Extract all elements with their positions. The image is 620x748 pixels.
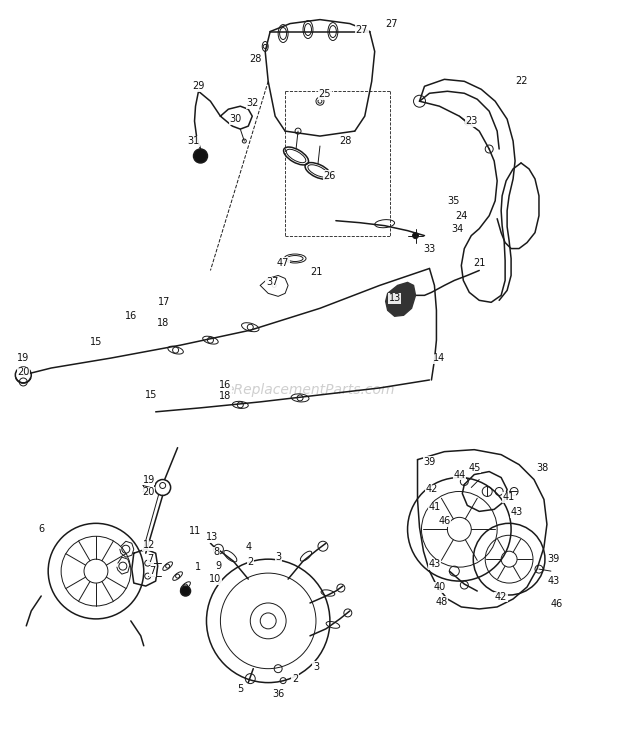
Text: 39: 39 [423, 456, 436, 467]
Text: 37: 37 [266, 278, 278, 287]
Text: 13: 13 [206, 533, 219, 542]
Text: 9: 9 [215, 561, 221, 571]
Text: 16: 16 [219, 380, 231, 390]
Text: 8: 8 [213, 548, 219, 557]
Text: 27: 27 [386, 19, 398, 28]
Text: 1: 1 [195, 562, 202, 572]
Text: 23: 23 [465, 116, 477, 126]
Text: 13: 13 [389, 293, 401, 304]
Text: 16: 16 [125, 311, 137, 321]
Polygon shape [386, 283, 415, 316]
Text: 7: 7 [149, 566, 156, 576]
Text: 22: 22 [515, 76, 527, 86]
Text: 19: 19 [143, 474, 155, 485]
Text: 28: 28 [340, 136, 352, 146]
Text: 35: 35 [447, 196, 459, 206]
Text: 18: 18 [219, 391, 231, 401]
Text: 43: 43 [428, 560, 441, 569]
Text: 36: 36 [272, 689, 284, 699]
Text: 46: 46 [551, 599, 563, 609]
Text: 39: 39 [548, 554, 560, 564]
Text: 26: 26 [324, 171, 336, 181]
Text: 41: 41 [503, 492, 515, 503]
Text: 20: 20 [17, 367, 30, 377]
Circle shape [412, 233, 418, 239]
Text: 44: 44 [453, 470, 466, 479]
Text: 42: 42 [495, 592, 507, 602]
Text: 20: 20 [143, 488, 155, 497]
Text: 21: 21 [473, 257, 485, 268]
Text: 10: 10 [210, 574, 221, 584]
Text: 33: 33 [423, 244, 436, 254]
Text: eReplacementParts.com: eReplacementParts.com [225, 383, 395, 397]
Text: 2: 2 [247, 557, 254, 567]
Text: 42: 42 [425, 485, 438, 494]
Text: 48: 48 [435, 597, 448, 607]
Circle shape [180, 586, 190, 596]
Text: 7: 7 [148, 554, 154, 564]
Text: 19: 19 [17, 353, 29, 363]
Text: 25: 25 [319, 89, 331, 99]
Circle shape [193, 149, 208, 163]
Text: 17: 17 [157, 297, 170, 307]
Text: 14: 14 [433, 353, 446, 363]
Text: 31: 31 [187, 136, 200, 146]
Text: 27: 27 [355, 25, 368, 34]
Text: 24: 24 [455, 211, 467, 221]
Text: 40: 40 [433, 582, 446, 592]
Text: 38: 38 [536, 462, 548, 473]
Text: 45: 45 [468, 462, 481, 473]
Text: 46: 46 [438, 516, 451, 527]
Text: 11: 11 [189, 527, 202, 536]
Text: 2: 2 [292, 674, 298, 684]
Text: 12: 12 [143, 540, 155, 551]
Text: 5: 5 [237, 684, 244, 693]
Text: 28: 28 [249, 55, 262, 64]
Text: 30: 30 [229, 114, 241, 124]
Text: 43: 43 [548, 576, 560, 586]
Text: 29: 29 [192, 82, 205, 91]
Text: 6: 6 [38, 524, 44, 534]
Text: 3: 3 [313, 662, 319, 672]
Text: 15: 15 [90, 337, 102, 347]
Text: 21: 21 [310, 268, 322, 278]
Text: 47: 47 [277, 257, 290, 268]
Text: 41: 41 [428, 503, 441, 512]
Text: 43: 43 [511, 507, 523, 518]
Text: 4: 4 [246, 542, 251, 552]
Text: 34: 34 [451, 224, 464, 233]
Text: 18: 18 [156, 318, 169, 328]
Text: 32: 32 [246, 98, 259, 108]
Text: 15: 15 [144, 390, 157, 400]
Text: 3: 3 [275, 552, 281, 562]
